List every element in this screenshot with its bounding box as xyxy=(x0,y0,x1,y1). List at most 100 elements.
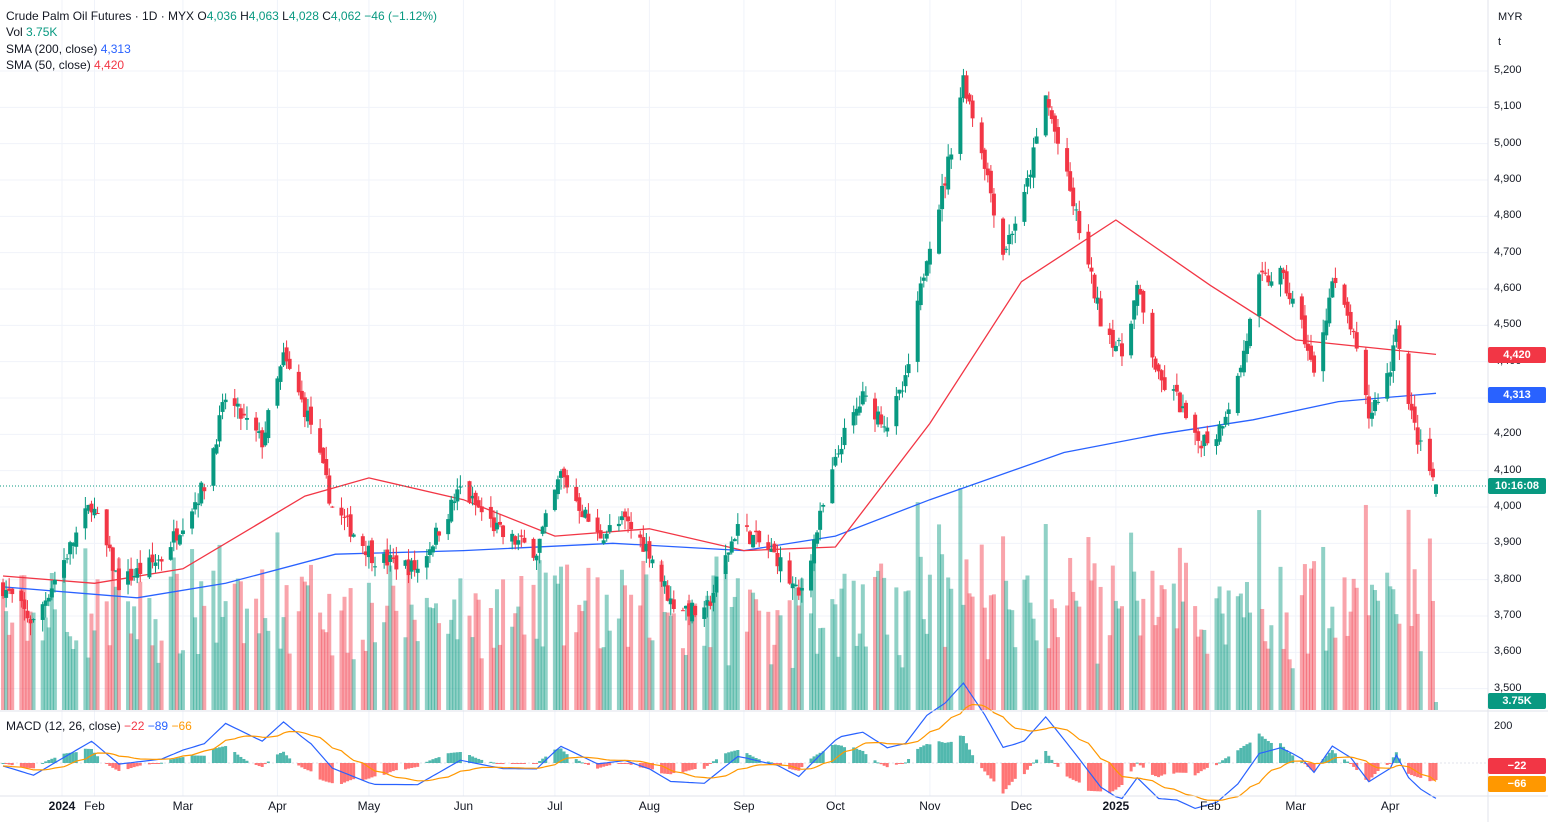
volume-bar xyxy=(1366,615,1371,710)
macd-hist-bar xyxy=(876,762,880,764)
volume-bar xyxy=(296,611,301,710)
macd-hist-bar xyxy=(434,758,438,763)
volume-bar xyxy=(366,582,371,710)
candle-body xyxy=(238,408,243,419)
volume-bar xyxy=(1299,595,1304,710)
volume-bar xyxy=(534,638,539,710)
macd-hist-bar xyxy=(586,763,590,765)
macd-hist-bar xyxy=(275,754,279,763)
candle-body xyxy=(52,579,57,585)
volume-bar xyxy=(1244,582,1249,710)
volume-tag: 3.75K xyxy=(1488,693,1546,709)
candle-body xyxy=(385,549,390,566)
volume-bar xyxy=(25,640,30,710)
volume-bar xyxy=(1174,628,1179,710)
macd-hist-bar xyxy=(364,763,368,780)
volume-bar xyxy=(1150,570,1155,710)
candle-body xyxy=(330,506,335,508)
candle-body xyxy=(1278,267,1283,285)
volume-bar xyxy=(1071,591,1076,710)
candle-body xyxy=(558,471,563,478)
candle-body xyxy=(345,515,350,517)
volume-bar xyxy=(513,613,518,710)
volume-bar xyxy=(305,585,310,710)
macd-hist-bar xyxy=(574,759,578,763)
macd-hist-bar xyxy=(367,763,371,779)
macd-hist-bar xyxy=(285,755,289,763)
macd-hist-bar xyxy=(1010,763,1014,782)
candle-body xyxy=(324,459,329,476)
volume-bar xyxy=(1238,593,1243,710)
candle-body xyxy=(531,538,536,558)
legend-main: Crude Palm Oil Futures · 1D · MYX O4,036… xyxy=(6,9,437,23)
macd-hist-bar xyxy=(211,748,215,763)
macd-hist-bar xyxy=(1154,763,1158,777)
candle-body xyxy=(668,598,673,605)
candle-body xyxy=(1284,271,1289,294)
candle-body xyxy=(985,168,990,176)
volume-bar xyxy=(1430,600,1435,710)
macd-hist-bar xyxy=(1093,763,1097,792)
volume-bar xyxy=(28,611,33,710)
volume-bar xyxy=(1284,612,1289,710)
volume-bar xyxy=(1412,569,1417,710)
volume-bar xyxy=(1068,557,1073,710)
macd-hist-bar xyxy=(1257,733,1261,763)
volume-bar xyxy=(199,581,204,710)
macd-hist-bar xyxy=(836,745,840,763)
candle-body xyxy=(1119,343,1124,357)
macd-signal-tag: −66 xyxy=(1488,776,1546,792)
candle-body xyxy=(1290,298,1295,304)
price-tick: 4,900 xyxy=(1494,173,1522,185)
volume-bar xyxy=(217,544,222,710)
volume-bar xyxy=(92,630,97,710)
candle-body xyxy=(1369,412,1374,419)
volume-bar xyxy=(1077,606,1082,710)
legend-symbol[interactable]: Crude Palm Oil Futures · 1D · MYX xyxy=(6,9,195,23)
volume-bar xyxy=(1223,644,1228,710)
volume-bar xyxy=(394,610,399,710)
candle-body xyxy=(943,183,948,186)
macd-hist-bar xyxy=(498,763,502,764)
candle-body xyxy=(275,378,280,406)
macd-hist-bar xyxy=(190,755,194,763)
macd-hist-bar xyxy=(1242,745,1246,763)
volume-bar xyxy=(1363,504,1368,710)
volume-bar xyxy=(156,662,161,710)
macd-hist-bar xyxy=(940,742,944,763)
macd-hist-bar xyxy=(882,763,886,766)
volume-bar xyxy=(7,634,12,710)
candle-body xyxy=(1,582,6,597)
candle-body xyxy=(348,514,353,537)
macd-hist-bar xyxy=(602,763,606,767)
macd-hist-bar xyxy=(300,763,304,768)
macd-hist-bar xyxy=(1099,763,1103,792)
candle-body xyxy=(748,531,753,545)
candle-body xyxy=(702,607,707,619)
candle-body xyxy=(470,495,475,499)
volume-bar xyxy=(958,487,963,710)
candle-body xyxy=(1086,231,1091,265)
candle-body xyxy=(498,521,503,525)
volume-bar xyxy=(1110,565,1115,710)
candle-body xyxy=(1107,328,1112,336)
currency-label[interactable]: MYR xyxy=(1498,11,1523,23)
candle-body xyxy=(1043,95,1048,136)
volume-bar xyxy=(519,576,524,710)
candle-body xyxy=(534,555,539,561)
macd-hist-bar xyxy=(629,763,633,765)
volume-bar xyxy=(1281,648,1286,710)
macd-hist-bar xyxy=(257,763,261,767)
candle-body xyxy=(412,560,417,571)
macd-hist-bar xyxy=(1199,763,1203,772)
unit-label[interactable]: t xyxy=(1498,36,1502,48)
macd-hist-bar xyxy=(916,748,920,763)
volume-bar xyxy=(580,611,585,710)
macd-hist-bar xyxy=(1013,763,1017,779)
volume-bar xyxy=(1217,586,1222,710)
volume-bar xyxy=(1049,599,1054,710)
candle-body xyxy=(244,418,249,420)
macd-hist-bar xyxy=(864,754,868,763)
volume-bar xyxy=(1107,635,1112,710)
